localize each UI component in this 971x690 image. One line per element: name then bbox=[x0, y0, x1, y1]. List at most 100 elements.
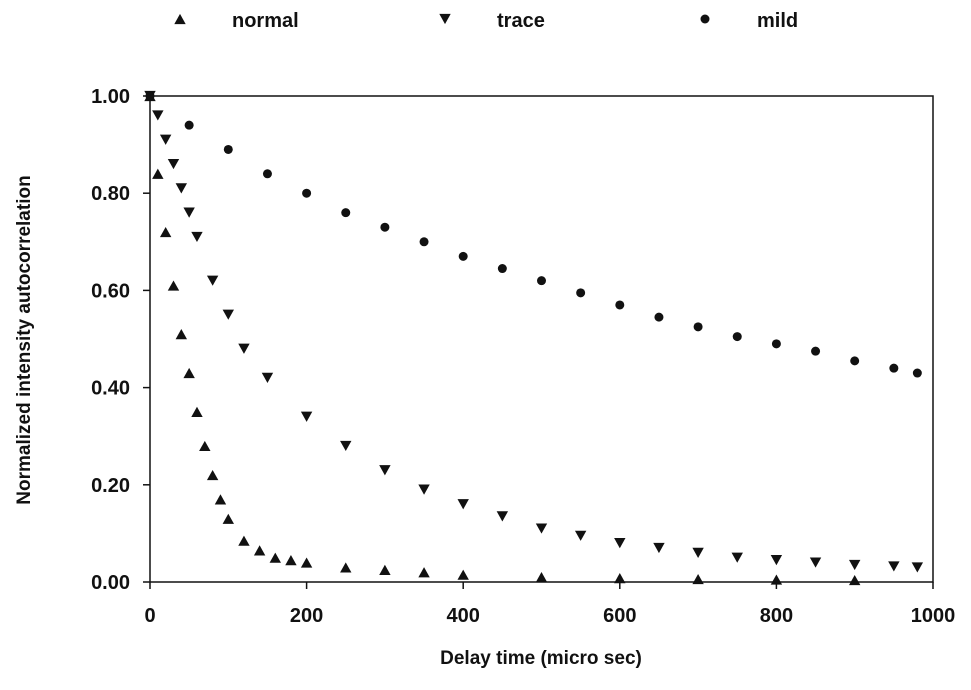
x-tick-label: 1000 bbox=[911, 605, 956, 627]
data-point-trace bbox=[731, 552, 743, 563]
data-point-trace bbox=[692, 547, 704, 558]
data-point-normal bbox=[340, 562, 352, 573]
data-point-mild bbox=[732, 332, 742, 342]
data-point-trace bbox=[340, 440, 352, 452]
data-point-trace bbox=[222, 309, 234, 320]
data-point-mild bbox=[380, 222, 390, 232]
y-axis-title: Normalized intensity autocorrelation bbox=[14, 175, 35, 504]
data-point-trace bbox=[152, 110, 164, 121]
data-point-mild bbox=[184, 120, 194, 130]
data-point-trace bbox=[496, 511, 509, 522]
legend-label: normal bbox=[232, 10, 299, 32]
data-point-trace bbox=[379, 465, 391, 476]
data-point-trace bbox=[614, 538, 626, 549]
data-point-trace bbox=[653, 542, 665, 554]
data-point-normal bbox=[238, 535, 250, 546]
plot-frame bbox=[149, 95, 934, 583]
data-point-normal bbox=[199, 440, 211, 452]
data-point-mild bbox=[341, 208, 351, 218]
data-point-normal bbox=[418, 567, 430, 578]
data-point-mild bbox=[693, 322, 703, 332]
data-point-trace bbox=[300, 411, 313, 422]
data-point-trace bbox=[175, 183, 188, 194]
y-axis: 0.00 0.20 0.40 0.60 0.80 1.00 bbox=[91, 86, 150, 594]
data-point-trace bbox=[191, 231, 203, 243]
data-point-mild bbox=[889, 363, 899, 373]
x-axis: 0 200 400 600 800 1000 bbox=[144, 582, 955, 627]
x-tick-label: 400 bbox=[447, 605, 480, 627]
data-point-normal bbox=[614, 573, 626, 584]
legend-label: mild bbox=[757, 10, 798, 32]
series-trace bbox=[144, 90, 924, 573]
data-point-mild bbox=[419, 237, 429, 247]
data-point-normal bbox=[159, 226, 172, 238]
data-point-trace bbox=[238, 343, 250, 354]
data-point-normal bbox=[849, 574, 861, 586]
data-point-normal bbox=[285, 555, 297, 566]
data-point-mild bbox=[145, 91, 155, 101]
y-tick-label: 0.20 bbox=[91, 475, 130, 497]
data-point-trace bbox=[206, 275, 219, 286]
data-point-normal bbox=[535, 572, 548, 583]
data-point-trace bbox=[888, 561, 900, 572]
data-point-normal bbox=[191, 406, 203, 417]
data-point-normal bbox=[692, 573, 704, 585]
y-tick-label: 0.60 bbox=[91, 280, 130, 302]
legend-marker-normal bbox=[174, 13, 186, 25]
y-tick-label: 1.00 bbox=[91, 86, 130, 108]
legend-item-mild: mild bbox=[700, 10, 798, 32]
data-point-trace bbox=[418, 484, 430, 495]
data-point-mild bbox=[537, 276, 546, 286]
data-point-mild bbox=[497, 264, 507, 274]
legend: normal trace mild bbox=[174, 10, 798, 32]
data-point-normal bbox=[152, 168, 164, 179]
y-tick-label: 0.40 bbox=[91, 378, 130, 400]
data-point-trace bbox=[457, 499, 469, 510]
data-point-normal bbox=[457, 569, 469, 580]
legend-marker-trace bbox=[439, 13, 451, 25]
data-point-mild bbox=[850, 356, 860, 366]
x-tick-label: 200 bbox=[290, 605, 323, 627]
data-point-trace bbox=[911, 562, 924, 573]
x-tick-label: 0 bbox=[144, 605, 155, 627]
x-axis-title: Delay time (micro sec) bbox=[440, 648, 642, 669]
data-point-trace bbox=[183, 207, 195, 218]
data-point-normal bbox=[379, 564, 391, 575]
legend-item-normal: normal bbox=[174, 10, 299, 32]
data-point-normal bbox=[300, 557, 313, 568]
data-point-normal bbox=[206, 469, 219, 481]
data-point-trace bbox=[261, 372, 274, 383]
data-point-normal bbox=[253, 545, 266, 556]
data-point-mild bbox=[302, 188, 312, 198]
legend-item-trace: trace bbox=[439, 10, 545, 32]
data-point-trace bbox=[849, 559, 861, 571]
series-mild bbox=[145, 91, 922, 378]
data-point-mild bbox=[912, 368, 922, 378]
data-point-trace bbox=[167, 158, 180, 170]
data-point-normal bbox=[183, 367, 195, 379]
series-normal bbox=[144, 90, 861, 586]
y-tick-label: 0.00 bbox=[91, 572, 130, 594]
data-points bbox=[144, 90, 924, 586]
data-point-mild bbox=[458, 251, 468, 261]
x-tick-label: 800 bbox=[760, 605, 793, 627]
data-point-trace bbox=[770, 555, 783, 566]
y-tick-label: 0.80 bbox=[91, 183, 130, 205]
legend-label: trace bbox=[497, 10, 545, 32]
data-point-mild bbox=[771, 339, 781, 349]
data-point-trace bbox=[574, 530, 587, 541]
data-point-normal bbox=[770, 574, 783, 585]
data-point-mild bbox=[576, 288, 586, 298]
data-point-normal bbox=[222, 513, 234, 524]
data-point-mild bbox=[811, 346, 821, 356]
data-point-mild bbox=[615, 300, 625, 310]
data-point-normal bbox=[175, 329, 188, 340]
legend-marker-mild bbox=[700, 14, 710, 24]
data-point-normal bbox=[214, 494, 227, 505]
data-point-trace bbox=[159, 134, 172, 145]
data-point-mild bbox=[223, 144, 233, 154]
x-tick-label: 600 bbox=[603, 605, 636, 627]
data-point-normal bbox=[269, 552, 281, 563]
data-point-trace bbox=[535, 523, 548, 534]
